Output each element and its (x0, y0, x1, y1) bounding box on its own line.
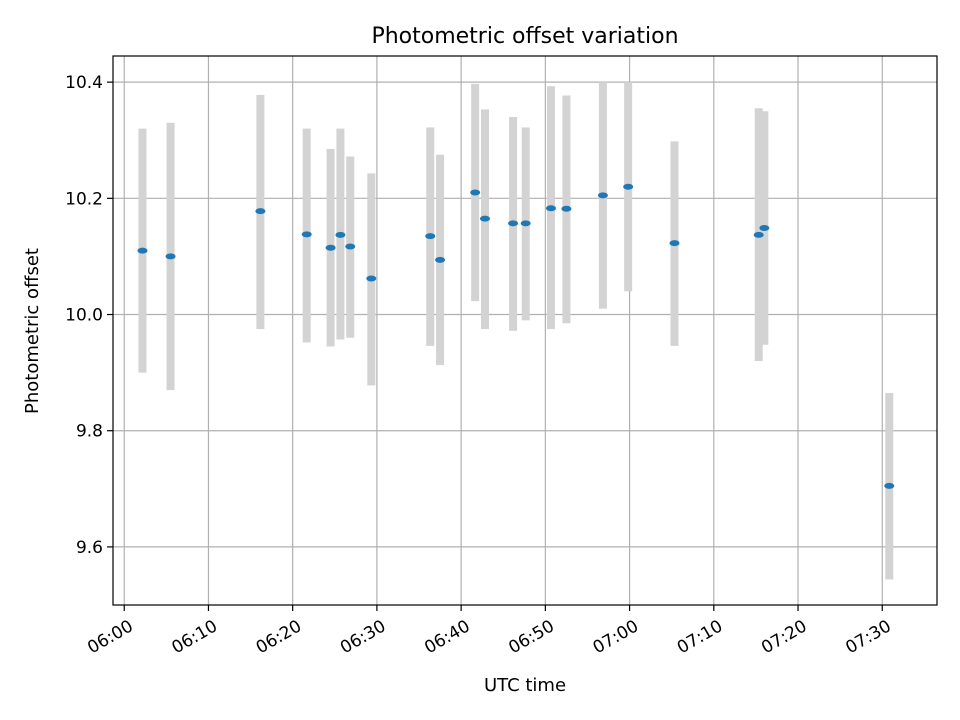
data-point (366, 275, 377, 282)
x-axis-label: UTC time (484, 675, 566, 696)
y-tick-label: 9.8 (76, 422, 103, 442)
data-point (301, 231, 312, 238)
data-point (753, 231, 764, 238)
data-points (137, 183, 895, 489)
y-tick-label: 10.4 (65, 73, 103, 93)
data-point (255, 208, 266, 215)
y-axis-ticks: 9.6 9.8 10.0 10.2 10.4 (65, 73, 113, 558)
data-point (325, 244, 336, 251)
data-point (137, 247, 148, 254)
data-point (759, 224, 770, 231)
data-point (623, 183, 634, 190)
data-point (561, 205, 572, 212)
data-point (479, 215, 490, 222)
data-point (508, 220, 519, 227)
data-point (425, 233, 436, 240)
y-tick-label: 10.2 (65, 189, 103, 209)
data-point (335, 231, 346, 238)
data-point (669, 240, 680, 247)
data-point (597, 192, 608, 199)
data-point (345, 243, 356, 250)
y-tick-label: 9.6 (76, 538, 103, 558)
data-point (520, 220, 531, 227)
data-point (165, 253, 176, 260)
data-point (545, 205, 556, 212)
data-point (435, 256, 446, 263)
chart-title: Photometric offset variation (371, 24, 678, 49)
y-tick-label: 10.0 (65, 306, 103, 326)
data-point (884, 482, 895, 489)
data-point (470, 189, 481, 196)
y-axis-label: Photometric offset (22, 248, 43, 414)
plot-frame (112, 55, 938, 606)
